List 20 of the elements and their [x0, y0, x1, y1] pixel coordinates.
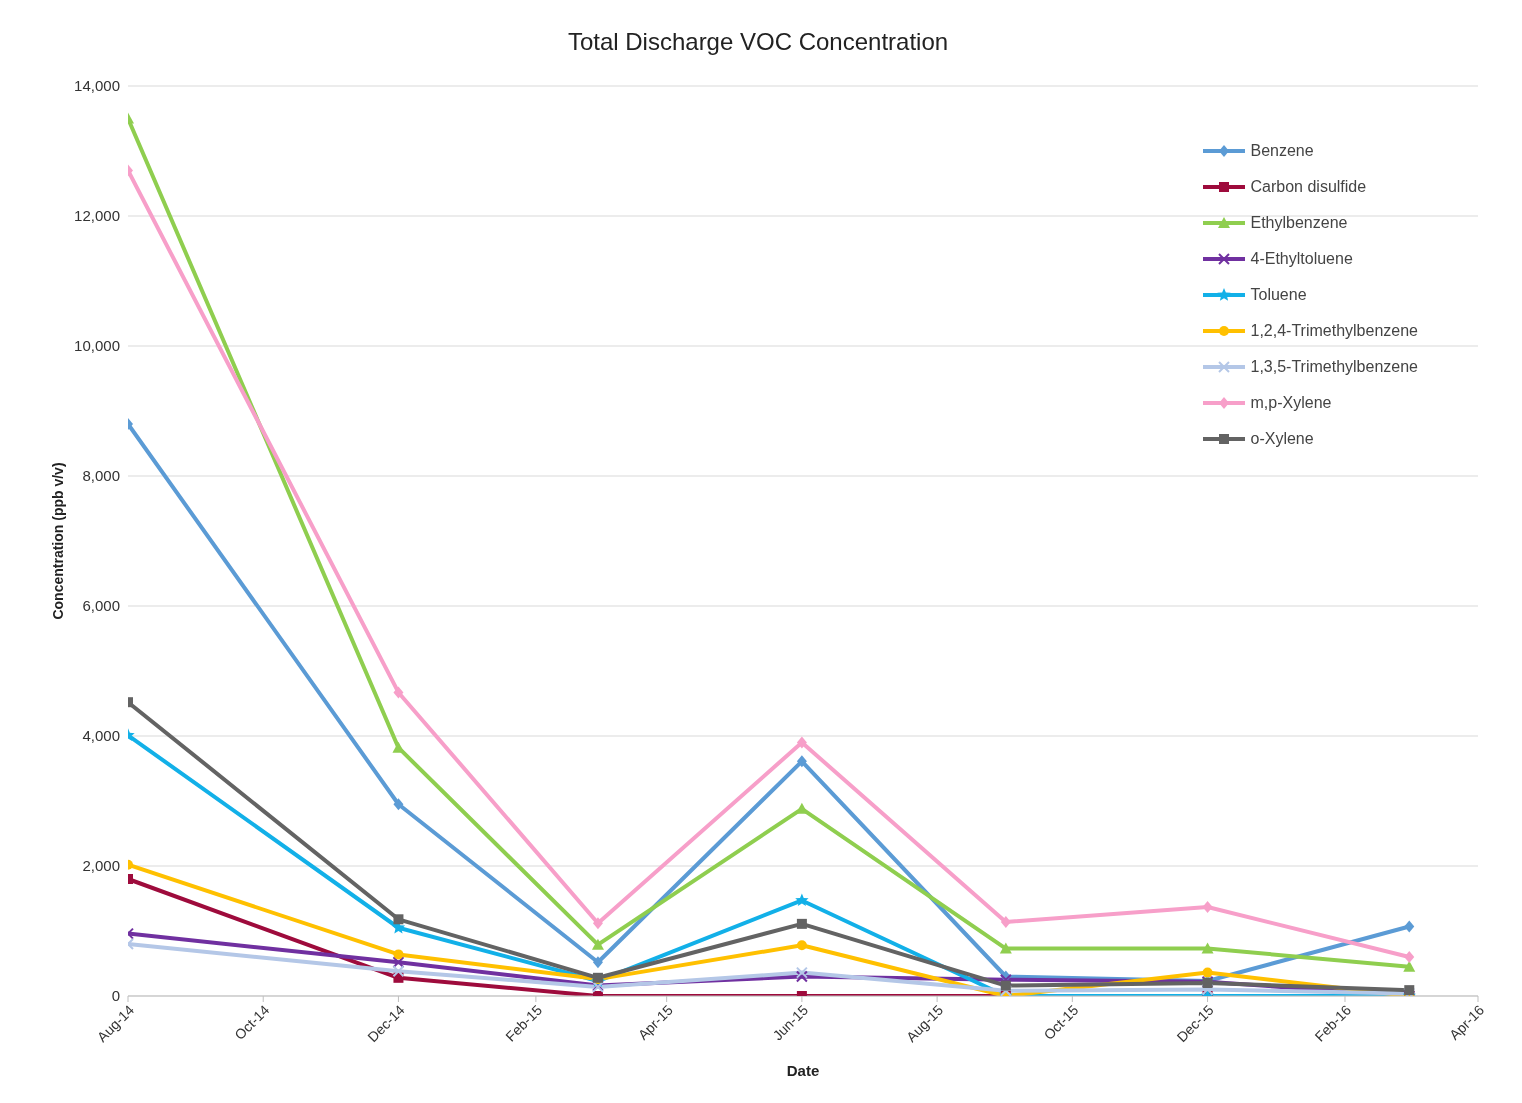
- legend-label: Carbon disulfide: [1250, 177, 1367, 197]
- y-axis-title: Concentration (ppb v/v): [49, 462, 66, 620]
- legend-label: Ethylbenzene: [1250, 213, 1348, 233]
- legend-label: m,p-Xylene: [1250, 393, 1332, 413]
- y-tick-label: 4,000: [82, 727, 120, 745]
- legend-label: 1,2,4-Trimethylbenzene: [1250, 321, 1418, 341]
- legend-label: 1,3,5-Trimethylbenzene: [1250, 357, 1418, 377]
- y-tick-label: 8,000: [82, 467, 120, 485]
- y-tick-label: 14,000: [74, 77, 120, 95]
- y-tick-label: 6,000: [82, 597, 120, 615]
- chart-title: Total Discharge VOC Concentration: [566, 27, 950, 56]
- y-tick-label: 10,000: [74, 337, 120, 355]
- legend-label: 4-Ethyltoluene: [1250, 249, 1353, 269]
- legend-label: Toluene: [1250, 285, 1307, 305]
- y-tick-label: 12,000: [74, 207, 120, 225]
- legend-label: Benzene: [1250, 141, 1314, 161]
- y-tick-label: 2,000: [82, 857, 120, 875]
- x-axis-title: Date: [786, 1062, 820, 1079]
- y-tick-label: 0: [111, 987, 120, 1005]
- legend-label: o-Xylene: [1250, 429, 1314, 449]
